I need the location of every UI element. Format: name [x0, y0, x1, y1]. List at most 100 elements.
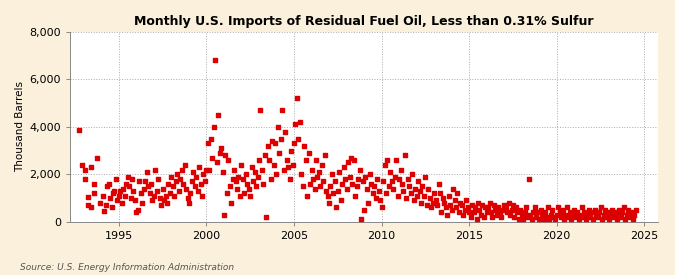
Point [385, 170, 396, 174]
Point [318, 179, 329, 184]
Point [201, 167, 212, 172]
Point [327, 172, 338, 177]
Point [109, 189, 120, 193]
Point [595, 205, 606, 210]
Point [106, 205, 117, 210]
Point [412, 179, 423, 184]
Point [186, 179, 197, 184]
Point [220, 153, 231, 158]
Point [414, 189, 425, 193]
Point [77, 163, 88, 167]
Point [151, 189, 162, 193]
Point [194, 165, 205, 169]
Point [465, 215, 476, 219]
Point [233, 174, 244, 179]
Point [88, 182, 99, 186]
Point [92, 155, 103, 160]
Point [407, 172, 418, 177]
Point [134, 179, 144, 184]
Point [346, 155, 356, 160]
Point [441, 205, 452, 210]
Point [369, 184, 379, 188]
Point [288, 163, 298, 167]
Point [313, 170, 324, 174]
Point [344, 174, 355, 179]
Point [408, 198, 419, 203]
Point [588, 217, 599, 222]
Point [490, 208, 501, 212]
Point [204, 167, 215, 172]
Point [160, 193, 171, 198]
Point [491, 212, 502, 217]
Point [509, 215, 520, 219]
Point [489, 203, 500, 207]
Point [508, 203, 518, 207]
Point [443, 193, 454, 198]
Point [125, 196, 136, 200]
Point [289, 141, 300, 146]
Point [402, 177, 413, 181]
Point [429, 191, 439, 196]
Point [623, 208, 634, 212]
Point [564, 210, 575, 214]
Point [238, 177, 248, 181]
Point [163, 182, 174, 186]
Point [122, 174, 133, 179]
Point [215, 146, 226, 150]
Point [503, 200, 514, 205]
Point [310, 158, 321, 162]
Point [155, 196, 165, 200]
Point [279, 167, 290, 172]
Point [138, 186, 149, 191]
Point [277, 108, 288, 112]
Point [275, 136, 286, 141]
Point [427, 200, 438, 205]
Point [539, 210, 550, 214]
Point [167, 184, 178, 188]
Point [255, 108, 266, 112]
Point [341, 186, 352, 191]
Point [188, 170, 198, 174]
Point [342, 160, 353, 165]
Point [372, 177, 383, 181]
Point [538, 217, 549, 222]
Point [513, 217, 524, 222]
Point [249, 170, 260, 174]
Point [337, 182, 348, 186]
Point [200, 179, 211, 184]
Point [210, 58, 221, 62]
Point [533, 210, 543, 214]
Point [132, 208, 143, 212]
Point [191, 174, 202, 179]
Point [563, 215, 574, 219]
Point [485, 210, 496, 214]
Point [105, 196, 115, 200]
Point [283, 165, 294, 169]
Point [240, 172, 251, 177]
Point [617, 210, 628, 214]
Point [319, 153, 330, 158]
Point [553, 205, 564, 210]
Point [471, 217, 482, 222]
Point [198, 172, 209, 177]
Point [568, 212, 578, 217]
Point [95, 200, 105, 205]
Point [169, 193, 180, 198]
Point [382, 158, 393, 162]
Point [481, 210, 492, 214]
Point [131, 210, 142, 214]
Point [207, 155, 217, 160]
Point [196, 193, 207, 198]
Point [136, 191, 146, 196]
Point [124, 184, 134, 188]
Point [398, 189, 409, 193]
Point [572, 210, 583, 214]
Point [367, 191, 378, 196]
Point [439, 200, 450, 205]
Point [435, 191, 446, 196]
Point [560, 212, 571, 217]
Point [616, 215, 626, 219]
Point [315, 184, 325, 188]
Point [245, 193, 256, 198]
Point [170, 179, 181, 184]
